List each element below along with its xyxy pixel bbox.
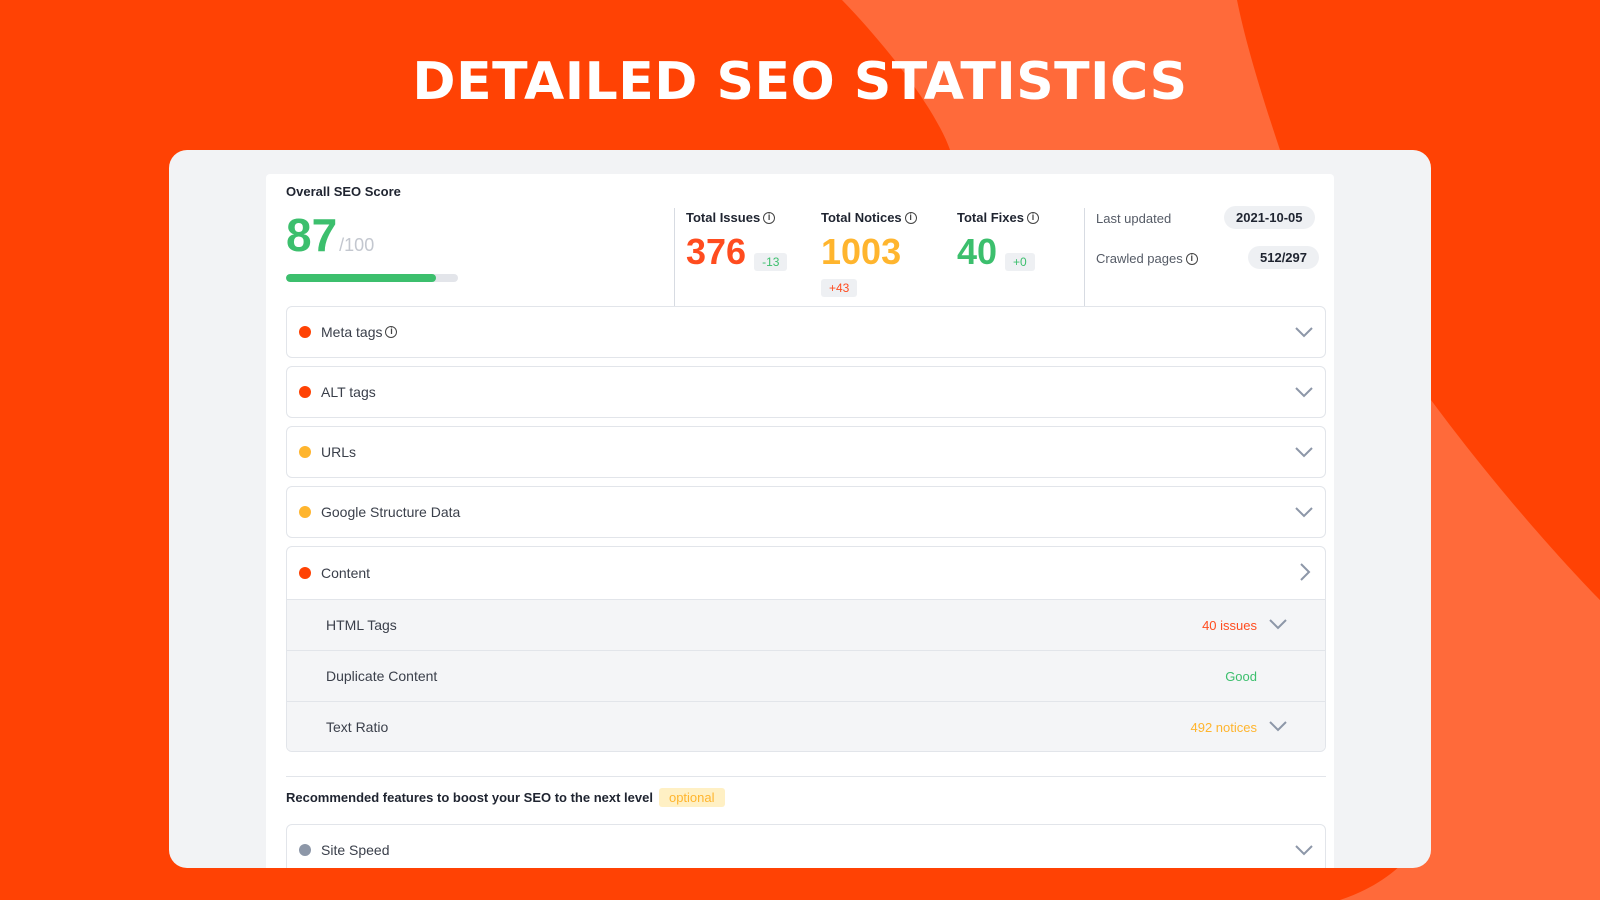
category-label: Content xyxy=(321,565,371,581)
info-icon[interactable]: i xyxy=(904,211,917,224)
stat-label: Total Fixes xyxy=(957,210,1024,225)
category-label: URLs xyxy=(321,444,357,460)
category-label: Site Speed xyxy=(321,842,390,858)
category-row-urls[interactable]: URLs xyxy=(286,426,1326,478)
last-updated-value: 2021-10-05 xyxy=(1224,206,1315,229)
stat-label: Total Issues xyxy=(686,210,761,225)
info-icon[interactable]: i xyxy=(1185,252,1198,265)
category-label: Meta tags xyxy=(321,324,383,340)
status-dot xyxy=(299,506,311,518)
score-value: 87 xyxy=(286,209,338,261)
sub-label: HTML Tags xyxy=(326,617,397,633)
sub-row-text-ratio[interactable]: Text Ratio 492 notices xyxy=(287,701,1325,751)
category-row-alt-tags[interactable]: ALT tags xyxy=(286,366,1326,418)
chevron-down-icon[interactable] xyxy=(1267,715,1289,737)
sub-status: Good xyxy=(1225,668,1257,684)
divider xyxy=(674,208,675,306)
score-title: Overall SEO Score xyxy=(286,184,401,199)
seo-panel: Overall SEO Score 87 /100 Total Issues i… xyxy=(266,174,1334,868)
category-row-google-structure-data[interactable]: Google Structure Data xyxy=(286,486,1326,538)
category-group-content: Content HTML Tags 40 issues Duplicate Co… xyxy=(286,546,1326,752)
crawled-pages-text: Crawled pages xyxy=(1096,251,1183,266)
chevron-right-icon[interactable] xyxy=(1293,561,1315,583)
sub-label: Duplicate Content xyxy=(326,668,438,684)
chevron-down-icon[interactable] xyxy=(1293,501,1315,523)
info-icon[interactable]: i xyxy=(385,326,398,338)
score-display: 87 /100 xyxy=(286,208,374,262)
recommended-heading: Recommended features to boost your SEO t… xyxy=(286,788,725,807)
stat-value: 1003 xyxy=(821,231,902,272)
score-progress-bar xyxy=(286,274,458,282)
chevron-down-icon[interactable] xyxy=(1293,441,1315,463)
category-label: Google Structure Data xyxy=(321,504,461,520)
crawled-pages-value: 512/297 xyxy=(1248,246,1319,269)
score-max: /100 xyxy=(339,235,375,255)
delta-badge: +43 xyxy=(821,279,858,297)
status-dot xyxy=(299,844,311,856)
stat-total-notices: Total Notices i 1003 +43 xyxy=(821,210,917,299)
stat-total-fixes: Total Fixes i 40 +0 xyxy=(957,210,1039,273)
category-label: ALT tags xyxy=(321,384,376,400)
stat-label: Total Notices xyxy=(821,210,902,225)
status-dot xyxy=(299,386,311,398)
divider xyxy=(1084,208,1085,306)
stat-value: 376 xyxy=(686,231,747,272)
status-dot xyxy=(299,567,311,579)
sub-status: 492 notices xyxy=(1190,719,1258,735)
delta-badge: -13 xyxy=(754,253,788,271)
sub-status: 40 issues xyxy=(1202,617,1257,633)
dashboard-card: Overall SEO Score 87 /100 Total Issues i… xyxy=(169,150,1431,868)
category-row-content[interactable]: Content xyxy=(287,547,1325,599)
info-icon[interactable]: i xyxy=(763,211,776,224)
crawled-pages-label: Crawled pages i xyxy=(1096,251,1198,266)
chevron-down-icon[interactable] xyxy=(1293,381,1315,403)
chevron-down-icon[interactable] xyxy=(1267,613,1289,635)
hero-title: DETAILED SEO STATISTICS xyxy=(412,52,1188,112)
recommended-text: Recommended features to boost your SEO t… xyxy=(286,790,653,805)
status-dot xyxy=(299,326,311,338)
chevron-down-icon[interactable] xyxy=(1293,321,1315,343)
sub-row-duplicate-content: Duplicate Content Good xyxy=(287,650,1325,701)
score-progress-fill xyxy=(286,274,436,282)
optional-badge: optional xyxy=(658,788,725,807)
divider xyxy=(286,776,1326,777)
last-updated-label: Last updated xyxy=(1096,211,1172,226)
sub-label: Text Ratio xyxy=(326,719,389,735)
stat-total-issues: Total Issues i 376 -13 xyxy=(686,210,788,273)
delta-badge: +0 xyxy=(1005,253,1035,271)
chevron-down-icon[interactable] xyxy=(1293,839,1315,861)
category-row-meta-tags[interactable]: Meta tags i xyxy=(286,306,1326,358)
sub-row-html-tags[interactable]: HTML Tags 40 issues xyxy=(287,599,1325,650)
status-dot xyxy=(299,446,311,458)
optional-row-site-speed[interactable]: Site Speed xyxy=(286,824,1326,868)
info-icon[interactable]: i xyxy=(1026,211,1039,224)
stat-value: 40 xyxy=(957,231,998,272)
